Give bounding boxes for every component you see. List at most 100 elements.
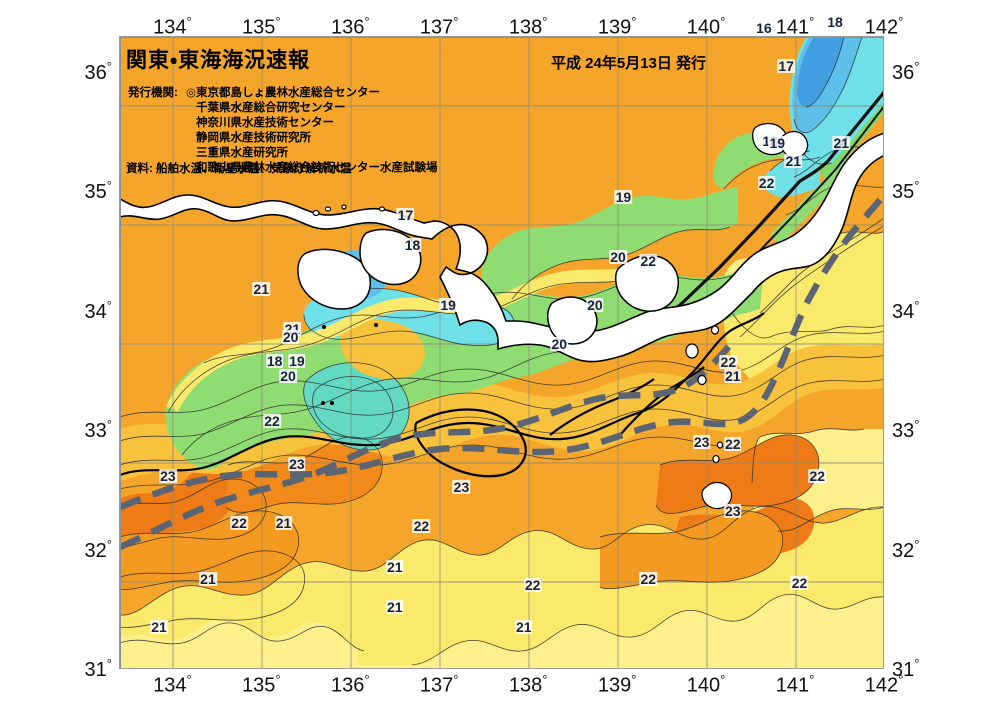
map-border <box>120 37 883 668</box>
contour-label-22-13: 22 <box>639 252 658 269</box>
contour-label-19-4: 19 <box>768 135 787 152</box>
contour-label-19-10: 19 <box>614 189 633 206</box>
sst-band-23-core-west <box>120 462 236 547</box>
contour-label-21-37: 21 <box>385 598 404 615</box>
lon-tick-bot-135: 135° <box>242 672 281 697</box>
lon-tick-top-135: 135° <box>242 14 281 39</box>
contour-label-21-5: 21 <box>832 135 851 152</box>
sst-band-22-mottle-b <box>600 510 783 589</box>
observation-dots <box>321 323 378 405</box>
contour-label-17-2: 17 <box>777 57 795 74</box>
lat-tick-right-36: 36° <box>892 59 920 84</box>
lon-tick-top-141: 141° <box>775 14 815 39</box>
contour-label-19-11: 19 <box>439 296 457 313</box>
izu-islands <box>685 325 733 510</box>
thermal-front <box>639 90 883 335</box>
contour-label-21-16: 21 <box>252 281 271 298</box>
lon-tick-top-142: 142° <box>864 14 904 39</box>
contour-label-23-30: 23 <box>159 467 177 484</box>
contour-label-22-7: 22 <box>757 174 776 191</box>
contour-label-23-25: 23 <box>692 434 711 451</box>
publisher-org-1: 千葉県水産総合研究センター <box>196 102 346 114</box>
sst-contour-map <box>120 37 883 668</box>
lon-tick-top-134: 134° <box>153 14 192 39</box>
kuroshio-axis <box>120 191 883 550</box>
lon-tick-bot-139: 139° <box>597 672 637 697</box>
lon-tick-top-136: 136° <box>330 14 370 39</box>
map-frame <box>119 36 884 669</box>
contour-label-22-31: 22 <box>230 515 248 532</box>
lat-tick-right-33: 33° <box>892 417 920 442</box>
contour-label-20-14: 20 <box>586 296 604 313</box>
contour-label-21-35: 21 <box>385 559 404 576</box>
lat-tick-left-34: 34° <box>84 297 112 323</box>
lon-tick-top-138: 138° <box>508 14 548 39</box>
sst-band-21-ring <box>166 266 636 412</box>
contour-label-18-1: 18 <box>826 13 844 30</box>
issue-date: 平成 24年5月13日 発行 <box>551 55 707 72</box>
contour-label-21-24: 21 <box>723 368 742 385</box>
lon-tick-bot-138: 138° <box>508 672 548 697</box>
publisher-org-4: 三重県水産研究所 <box>196 147 288 159</box>
contour-label-23-27: 23 <box>288 455 306 472</box>
lat-tick-right-32: 32° <box>892 536 920 562</box>
lon-tick-bot-142: 142° <box>864 672 904 697</box>
lon-tick-bot-136: 136° <box>330 672 370 697</box>
data-source-note: 資料: 船舶水温、衛星水温、気象庁解析水温 <box>126 163 352 175</box>
sst-band-21-pocket-sw <box>120 618 358 668</box>
contour-label-20-21: 20 <box>279 368 297 385</box>
lat-tick-right-34: 34° <box>892 297 920 323</box>
contour-label-20-15: 20 <box>550 336 569 353</box>
publisher-org-0: ◎東京都島しょ農林水産総合センター <box>186 87 381 99</box>
sst-band-23-core-east <box>656 434 819 514</box>
lon-tick-top-139: 139° <box>597 14 637 39</box>
publisher-org-3: 静岡県水産技術研究所 <box>196 132 311 144</box>
contour-label-21-42: 21 <box>514 619 533 636</box>
map-grid <box>120 37 883 668</box>
contour-label-22-39: 22 <box>639 571 658 588</box>
sst-band-16-blue-ne <box>797 37 844 107</box>
sst-band-22-mottle-a <box>120 510 299 590</box>
lon-tick-bot-141: 141° <box>775 672 815 697</box>
contour-label-16-0: 16 <box>755 19 773 36</box>
sst-band-19-green-kii <box>303 362 410 450</box>
sst-band-22-tongue <box>120 343 883 481</box>
contour-label-23-28: 23 <box>452 479 471 496</box>
contour-label-19-20: 19 <box>288 352 306 369</box>
coastline-bays <box>546 254 680 345</box>
lat-tick-left-36: 36° <box>84 59 112 84</box>
contour-label-18-9: 18 <box>403 237 422 253</box>
lat-tick-left-32: 32° <box>84 536 112 562</box>
coastline <box>120 132 883 363</box>
publisher-label: 発行機関: <box>128 87 178 99</box>
coastline-west-islets <box>312 204 386 217</box>
lon-tick-top-137: 137° <box>419 14 459 39</box>
sst-band-21-pocket-se <box>120 594 883 668</box>
contour-label-22-26: 22 <box>723 436 742 453</box>
contour-label-22-34: 22 <box>808 467 827 484</box>
lon-tick-top-140: 140° <box>686 14 726 39</box>
lon-tick-bot-140: 140° <box>686 672 726 697</box>
contour-label-21-32: 21 <box>274 515 293 532</box>
contour-label-22-40: 22 <box>790 575 809 591</box>
contour-label-21-41: 21 <box>150 619 168 636</box>
contour-label-17-8: 17 <box>396 207 415 224</box>
lat-tick-right-31: 31° <box>892 656 920 681</box>
lon-tick-bot-137: 137° <box>419 672 459 697</box>
publisher-org-2: 神奈川県水産技術センター <box>196 117 334 129</box>
contour-label-18-19: 18 <box>265 352 284 369</box>
sst-band-21-osaka <box>340 319 425 380</box>
contour-label-21-6: 21 <box>784 153 803 170</box>
contour-label-23-29: 23 <box>723 503 742 520</box>
contour-label-22-22: 22 <box>263 412 281 429</box>
contour-label-22-38: 22 <box>523 577 542 594</box>
lat-tick-left-31: 31° <box>84 656 112 681</box>
contour-label-21-36: 21 <box>199 571 217 588</box>
publisher-org-5: 和歌山県農林水産総合技術センター水産試験場 <box>196 162 438 174</box>
lat-tick-right-35: 35° <box>892 178 920 204</box>
sst-band-20-green-upper <box>481 187 738 301</box>
sst-band-18-cyan-sagami <box>764 151 820 197</box>
lat-tick-left-33: 33° <box>84 417 112 442</box>
contour-label-20-18: 20 <box>281 328 300 345</box>
contour-label-20-12: 20 <box>609 248 627 265</box>
